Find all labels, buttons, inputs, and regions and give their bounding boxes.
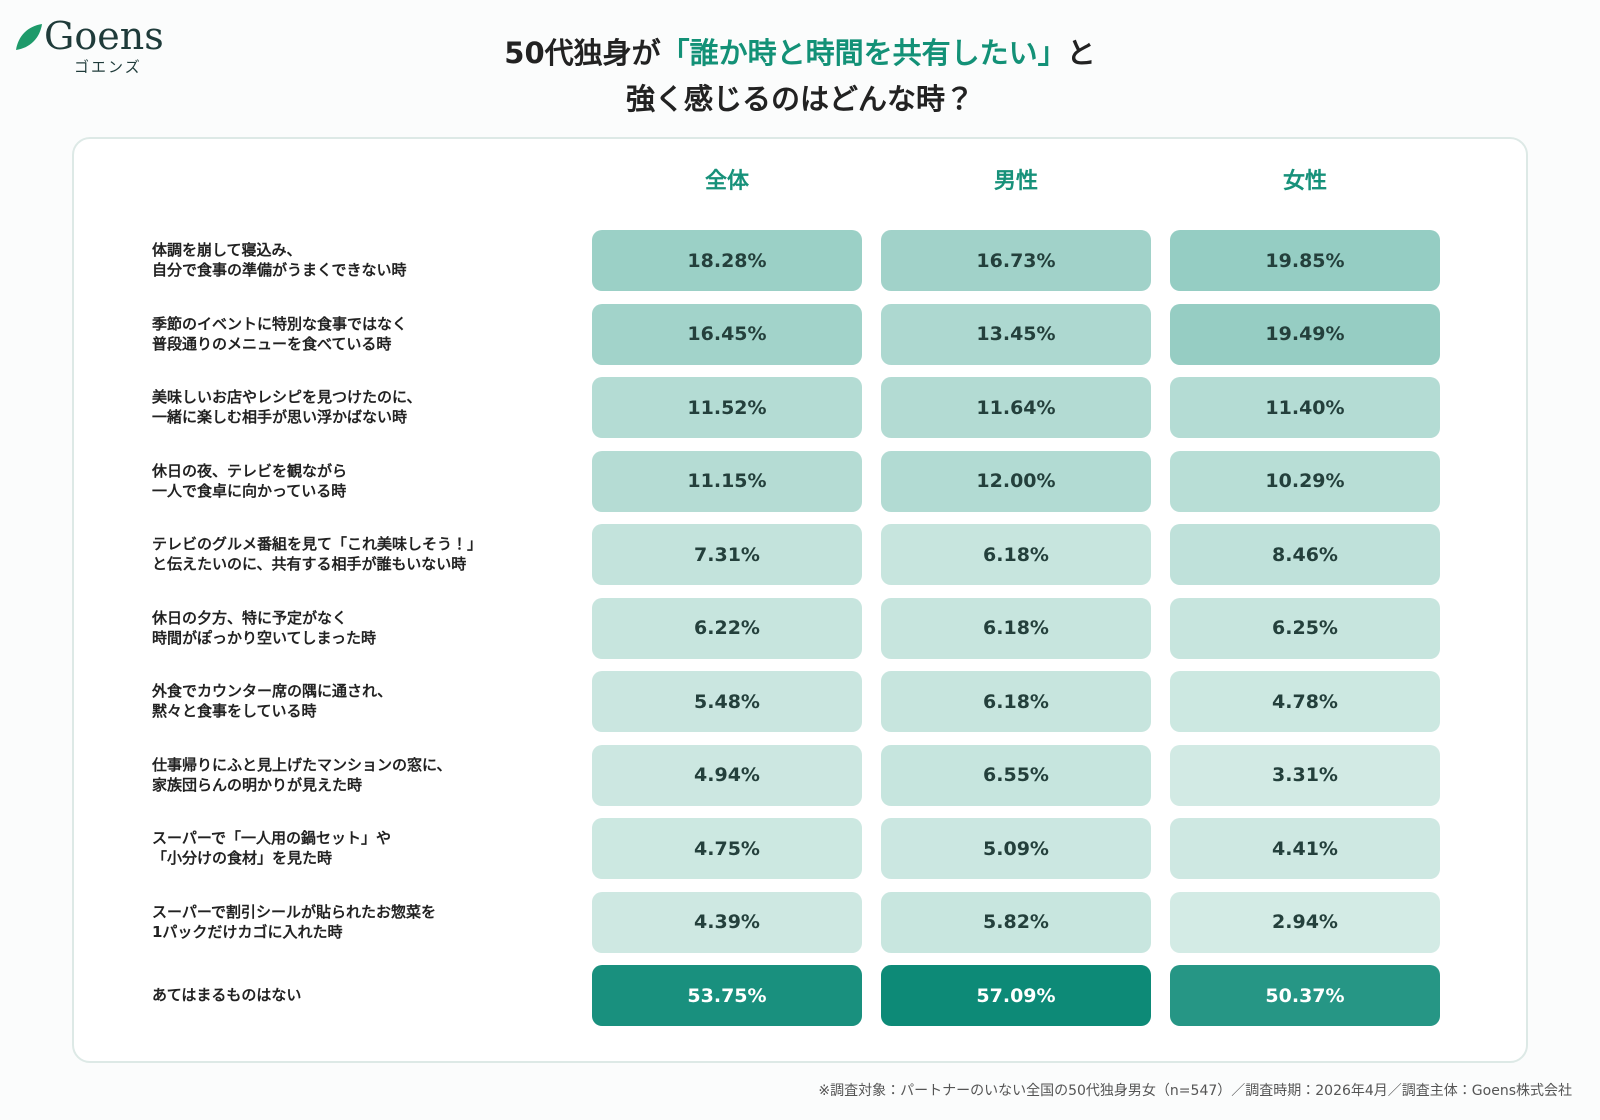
heat-cell: 18.28% xyxy=(592,230,862,291)
title-text: 強く感じるのはどんな時？ xyxy=(625,82,974,116)
row-label: あてはまるものはない xyxy=(152,986,302,1004)
column-header: 全体 xyxy=(704,169,749,194)
column-header: 女性 xyxy=(1282,169,1327,194)
heat-cell: 6.18% xyxy=(881,671,1151,732)
heat-cell: 57.09% xyxy=(881,965,1151,1026)
heat-cell: 4.94% xyxy=(592,744,862,806)
row-label: 体調を崩して寝込み、 自分で食事の準備がうまくできない時 xyxy=(152,241,407,279)
row-label: 季節のイベントに特別な食事ではなく 普段通りのメニューを食べている時 xyxy=(152,314,408,353)
heat-cell: 12.00% xyxy=(881,450,1151,512)
heat-cell: 6.18% xyxy=(881,524,1151,585)
title-line: 50代独身が「誰か時と時間を共有したい」と xyxy=(0,30,1600,76)
heat-cell: 16.73% xyxy=(881,230,1151,291)
title-text: 50代独身が xyxy=(504,36,661,70)
heat-cell: 11.15% xyxy=(592,450,862,512)
heat-cell: 6.25% xyxy=(1170,597,1440,659)
footnote: ※調査対象：パートナーのいない全国の50代独身男女（n=547）／調査時期：20… xyxy=(818,1083,1572,1099)
logo-kana: ゴエンズ xyxy=(74,58,142,76)
heat-cell: 6.22% xyxy=(592,597,862,659)
logo-name: Goens xyxy=(44,14,164,58)
row-label: スーパーで「一人用の鍋セット」や 「小分けの食材」を見た時 xyxy=(152,829,391,867)
heat-cell: 7.31% xyxy=(592,524,862,585)
row-label: 外食でカウンター席の隅に通され、 黙々と食事をしている時 xyxy=(152,682,393,720)
row-label: スーパーで割引シールが貼られたお惣菜を 1パックだけカゴに入れた時 xyxy=(152,902,436,941)
heat-cell: 13.45% xyxy=(881,303,1151,365)
heat-cell: 4.41% xyxy=(1170,818,1440,879)
chart-title: 50代独身が「誰か時と時間を共有したい」と 強く感じるのはどんな時？ xyxy=(0,30,1600,122)
heat-cell: 11.40% xyxy=(1170,377,1440,438)
row-label: 美味しいお店やレシピを見つけたのに、 一緒に楽しむ相手が思い浮かばない時 xyxy=(152,388,422,426)
column-header: 男性 xyxy=(993,169,1038,194)
row-label: 休日の夜、テレビを観ながら 一人で食卓に向かっている時 xyxy=(152,461,348,500)
heat-cell: 10.29% xyxy=(1170,450,1440,512)
row-label: 仕事帰りにふと見上げたマンションの窓に、 家族団らんの明かりが見えた時 xyxy=(152,755,452,794)
heat-cell: 50.37% xyxy=(1170,965,1440,1026)
heat-cell: 6.55% xyxy=(881,744,1151,806)
heat-cell: 19.49% xyxy=(1170,303,1440,365)
row-label: テレビのグルメ番組を見て「これ美味しそう！」 と伝えたいのに、共有する相手が誰も… xyxy=(152,535,483,573)
heat-cell: 2.94% xyxy=(1170,891,1440,953)
heat-cell: 4.75% xyxy=(592,818,862,879)
heat-cell: 3.31% xyxy=(1170,744,1440,806)
title-text: と xyxy=(1066,36,1096,70)
heat-cell: 53.75% xyxy=(592,965,862,1026)
logo-leaf xyxy=(16,24,42,50)
heat-cell: 5.48% xyxy=(592,671,862,732)
heat-cell: 19.85% xyxy=(1170,230,1440,291)
title-accent: 「誰か時と時間を共有したい」 xyxy=(660,36,1067,70)
heat-cell: 5.82% xyxy=(881,891,1151,953)
title-line: 強く感じるのはどんな時？ xyxy=(0,76,1600,122)
heat-cell: 11.64% xyxy=(881,377,1151,438)
heat-cell: 4.39% xyxy=(592,891,862,953)
heat-cell: 6.18% xyxy=(881,597,1151,659)
heat-cell: 11.52% xyxy=(592,377,862,438)
heat-cell: 8.46% xyxy=(1170,524,1440,585)
row-label: 休日の夕方、特に予定がなく 時間がぽっかり空いてしまった時 xyxy=(152,608,376,647)
heat-cell: 4.78% xyxy=(1170,671,1440,732)
heat-cell: 16.45% xyxy=(592,303,862,365)
heat-cell: 5.09% xyxy=(881,818,1151,879)
